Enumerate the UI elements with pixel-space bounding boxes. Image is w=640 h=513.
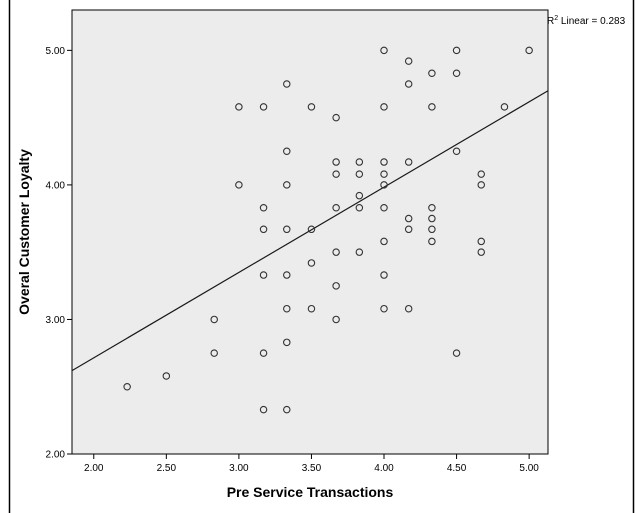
data-point (380, 158, 388, 166)
data-point (404, 214, 413, 223)
data-point (210, 349, 218, 357)
y-axis-ticks: 2.00 3.00 4.00 5.00 (46, 46, 72, 461)
data-point (428, 103, 436, 111)
data-point (477, 170, 485, 178)
data-point (428, 225, 436, 234)
data-point (332, 282, 340, 290)
data-point (404, 158, 413, 166)
data-point (355, 248, 364, 256)
data-point (259, 204, 268, 212)
data-point (428, 204, 436, 212)
data-point (428, 237, 436, 246)
data-point (332, 204, 340, 212)
data-point (380, 271, 388, 279)
data-point (355, 191, 364, 200)
data-point (380, 204, 388, 212)
data-point (380, 181, 388, 189)
data-point (452, 349, 461, 357)
data-point (332, 158, 340, 166)
data-point (307, 225, 316, 234)
r-squared-label: R2 Linear = 0.283 (547, 15, 626, 27)
data-point (477, 181, 485, 189)
data-point (355, 170, 364, 178)
data-point (259, 271, 268, 279)
data-point (380, 170, 388, 178)
x-axis-ticks: 2.00 2.50 3.00 3.50 4.00 4.50 5.00 (84, 454, 539, 474)
data-point (235, 181, 243, 189)
data-point (355, 158, 364, 166)
data-point (428, 214, 436, 223)
data-point (283, 147, 291, 156)
data-point (332, 248, 340, 256)
data-point (404, 57, 413, 65)
y-axis-title: Overal Customer Loyalty (16, 149, 32, 315)
data-point (380, 46, 388, 55)
data-point (283, 225, 291, 234)
data-point (307, 103, 316, 111)
data-points (123, 46, 533, 414)
data-point (259, 225, 268, 234)
fit-line-group (71, 90, 549, 372)
data-point (283, 304, 291, 313)
x-tick-label: 4.50 (447, 463, 467, 474)
x-tick-label: 2.00 (84, 463, 104, 474)
data-point (259, 349, 268, 357)
x-tick-label: 3.00 (229, 463, 249, 474)
data-point (210, 315, 218, 324)
x-tick-label: 4.00 (374, 463, 394, 474)
data-point (380, 237, 388, 246)
x-tick-label: 2.50 (157, 463, 177, 474)
data-point (525, 46, 533, 55)
data-point (380, 103, 388, 111)
data-point (452, 147, 461, 156)
y-tick-label: 3.00 (46, 315, 66, 326)
y-tick-label: 5.00 (46, 46, 66, 57)
fit-line (71, 90, 549, 372)
data-point (283, 80, 291, 88)
data-point (477, 248, 485, 256)
data-point (283, 338, 291, 347)
data-point (332, 113, 340, 122)
data-point (332, 170, 340, 178)
data-point (259, 103, 268, 111)
data-point (452, 69, 461, 77)
data-point (235, 103, 243, 111)
data-point (428, 69, 436, 77)
data-point (477, 237, 485, 246)
data-point (332, 315, 340, 324)
data-point (283, 405, 291, 414)
data-point (162, 372, 171, 380)
data-point (500, 103, 509, 111)
x-tick-label: 5.00 (519, 463, 539, 474)
data-point (283, 181, 291, 189)
r-squared-value: Linear = 0.283 (558, 16, 625, 27)
x-tick-label: 3.50 (302, 463, 322, 474)
data-point (404, 304, 413, 313)
x-axis-title: Pre Service Transactions (227, 484, 394, 500)
r-squared-superscript: 2 (554, 15, 558, 22)
data-point (259, 405, 268, 414)
data-point (123, 382, 131, 391)
data-point (307, 259, 316, 267)
r-squared-prefix: R (547, 16, 554, 27)
data-point (307, 304, 316, 313)
data-point (283, 271, 291, 279)
data-point (380, 304, 388, 313)
y-tick-label: 2.00 (46, 450, 66, 461)
y-tick-label: 4.00 (46, 180, 66, 191)
data-point (355, 204, 364, 212)
data-point (404, 80, 413, 88)
data-point (452, 46, 461, 55)
data-point (404, 225, 413, 234)
